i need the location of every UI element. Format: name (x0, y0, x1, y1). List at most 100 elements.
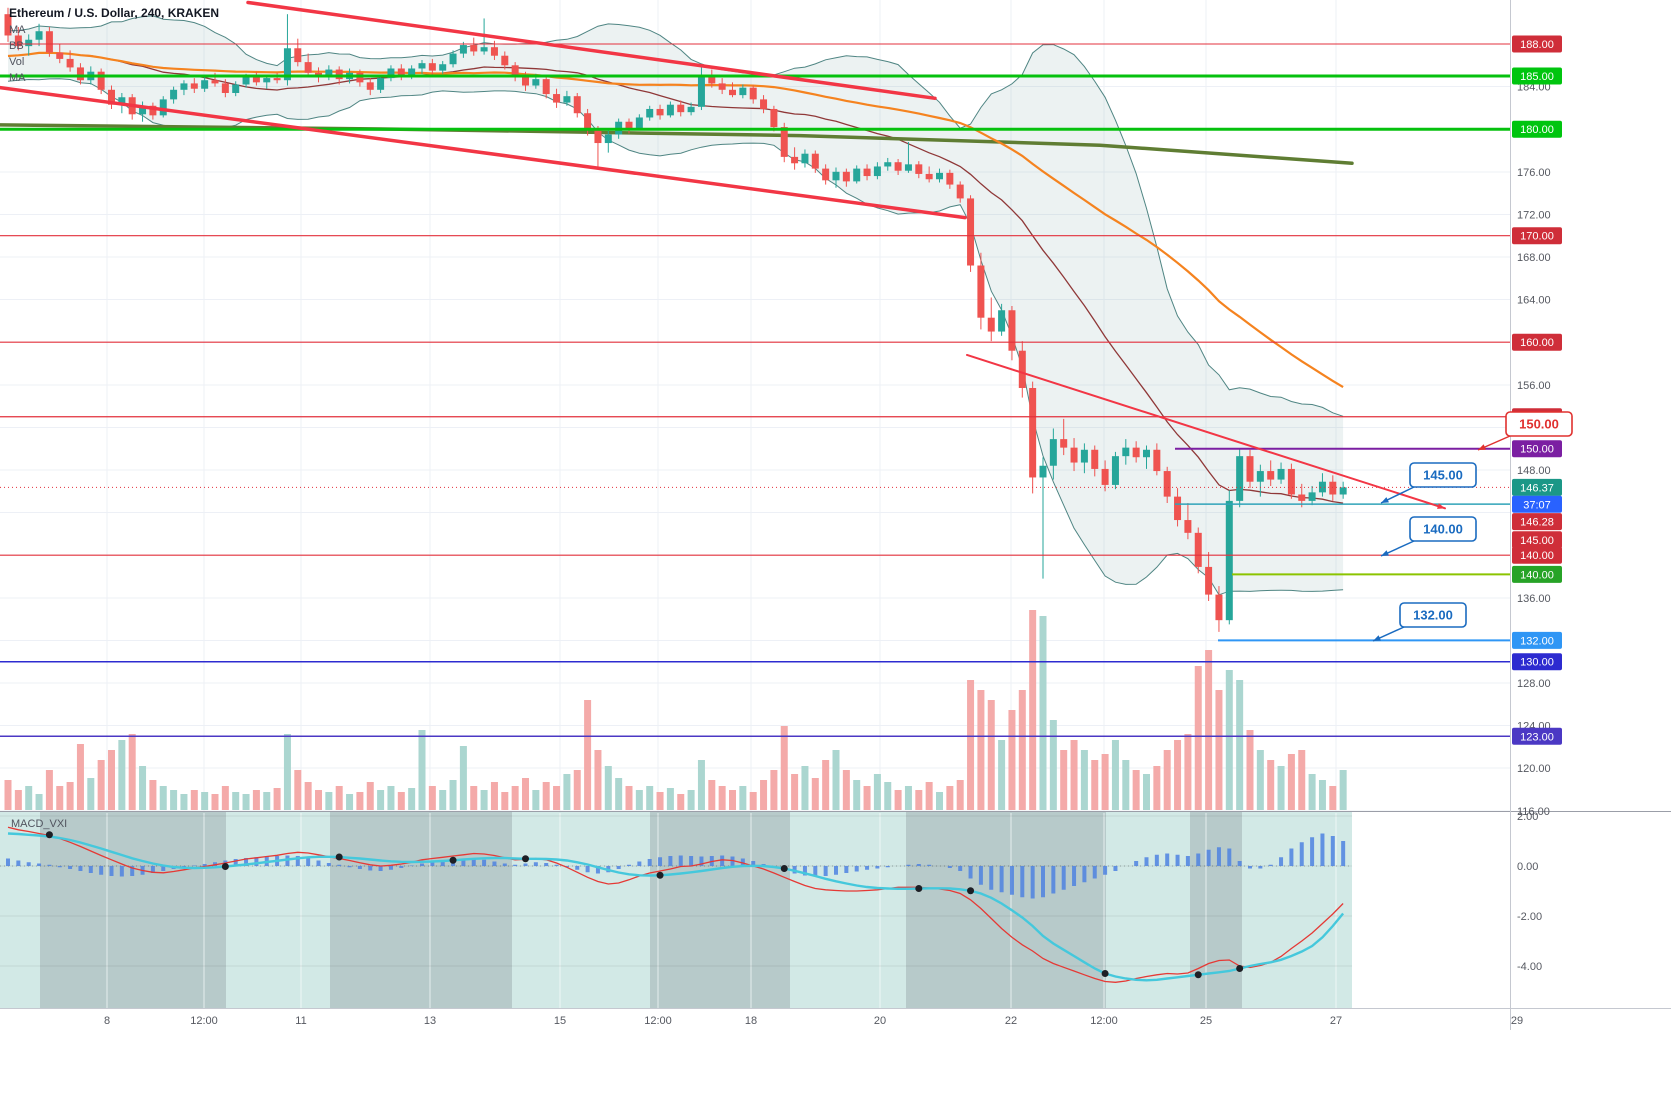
macd-hist-bar (440, 861, 445, 866)
volume-bar (4, 780, 12, 810)
macd-hist-bar (802, 866, 807, 876)
indicator-bb[interactable]: BB (9, 40, 24, 52)
volume-bar (894, 790, 902, 810)
macd-cross-dot (1194, 971, 1202, 979)
candle-body (1215, 594, 1223, 621)
volume-bar (635, 790, 643, 810)
candle-body (1184, 520, 1192, 533)
macd-hist-bar (968, 866, 973, 879)
candle-body (1153, 449, 1161, 472)
macd-hist-bar (513, 864, 518, 866)
macd-hist-bar (399, 866, 404, 868)
candle-body (397, 68, 405, 76)
arrowhead (1381, 550, 1389, 556)
candle-body (356, 72, 364, 83)
candle-body (1267, 471, 1275, 480)
callout-140.00[interactable]: 140.00 (1380, 516, 1477, 557)
candle-body (977, 265, 985, 318)
macd-cross-dot (45, 831, 53, 839)
macd-background (0, 812, 1352, 1008)
volume-bar (791, 774, 799, 810)
macd-hist-bar (306, 858, 311, 866)
volume-bar (325, 792, 333, 810)
time-tick-label: 8 (104, 1015, 110, 1027)
volume-bar (1298, 750, 1306, 810)
horizontal-lines-layer[interactable] (0, 43, 1510, 737)
macd-hist-bar (37, 863, 42, 866)
indicator-ma-1[interactable]: MA (9, 24, 26, 36)
price-axis[interactable]: 184.00176.00172.00168.00164.00156.00152.… (1512, 35, 1562, 974)
macd-hist-bar (958, 866, 963, 871)
volume-bar (1163, 750, 1171, 810)
candle-body (1029, 387, 1037, 478)
candle-body (139, 105, 147, 115)
callout-bubble[interactable] (1505, 411, 1573, 437)
macd-hist-bar (1144, 857, 1149, 866)
trend-lines-layer[interactable] (0, 0, 1446, 510)
macd-hist-bar (409, 865, 414, 866)
candle-body (304, 62, 312, 73)
candle-body (822, 168, 830, 181)
symbol-title[interactable]: Ethereum / U.S. Dollar, 240, KRAKEN (9, 6, 220, 20)
callouts-layer[interactable]: 150.00 145.00 140.00 132.00 (1372, 411, 1573, 642)
callout-bubble[interactable] (1409, 516, 1477, 542)
candle-body (1122, 447, 1130, 457)
macd-hist-bar (99, 866, 104, 875)
separators (0, 0, 1671, 1030)
macd-hist-bar (78, 866, 83, 871)
volume-bar (294, 770, 302, 810)
candle-body (811, 153, 819, 169)
time-tick-label: 20 (874, 1015, 886, 1027)
macd-hist-bar (1041, 866, 1045, 898)
price-tick-label: 184.00 (1517, 82, 1551, 94)
callout-bubble[interactable] (1399, 602, 1467, 628)
volume-bar (159, 786, 167, 810)
volume-bar (118, 740, 126, 810)
callout-150.00[interactable]: 150.00 (1477, 411, 1573, 451)
callout-145.00[interactable]: 145.00 (1380, 462, 1477, 504)
candle-body (180, 83, 188, 90)
volume-bar (832, 750, 840, 810)
callout-bubble[interactable] (1409, 462, 1477, 488)
price-badge (1512, 478, 1562, 496)
candle-body (387, 68, 395, 79)
indicator-macd-label[interactable]: MACD_VXI (11, 818, 68, 830)
macd-hist-bar (1330, 836, 1335, 866)
candle-body (439, 64, 447, 71)
candle-body (584, 113, 592, 131)
volume-bar (480, 790, 488, 810)
macd-hist-bar (482, 859, 487, 866)
callout-132.00[interactable]: 132.00 (1372, 602, 1467, 642)
time-axis[interactable]: 8 12:00 11 13 15 12:00 18 20 22 12:00 25 27 29 (104, 1015, 1523, 1027)
volume-bar (863, 786, 871, 810)
volume-bar (925, 782, 933, 810)
candle-body (35, 31, 43, 40)
trend-line[interactable] (0, 85, 967, 220)
candle-body (470, 45, 478, 52)
trend-line[interactable] (246, 0, 937, 101)
macd-hist-bar (254, 857, 259, 866)
candle-body (604, 134, 612, 144)
volume-bar (366, 782, 374, 810)
candle-body (408, 68, 416, 76)
indicator-ma-2[interactable]: MA (9, 72, 26, 84)
price-tick-label: 156.00 (1517, 380, 1551, 392)
volume-bar (418, 730, 426, 810)
volume-bar (263, 792, 271, 810)
candle-body (1308, 492, 1316, 501)
macd-hist-bar (668, 856, 673, 866)
volume-bar (801, 766, 809, 810)
trend-line[interactable] (966, 353, 1446, 510)
volume-bar (842, 770, 850, 810)
macd-hist-bar (316, 860, 321, 866)
indicator-vol[interactable]: Vol (9, 56, 25, 68)
candle-body (1070, 447, 1078, 463)
macd-hist-bar (378, 866, 383, 871)
volume-bar (1267, 760, 1275, 810)
time-tick-label: 27 (1330, 1015, 1342, 1027)
price-badge (1512, 35, 1562, 53)
volume-bar (915, 790, 923, 810)
macd-hist-bar (813, 866, 818, 877)
macd-hist-bar (6, 858, 10, 866)
